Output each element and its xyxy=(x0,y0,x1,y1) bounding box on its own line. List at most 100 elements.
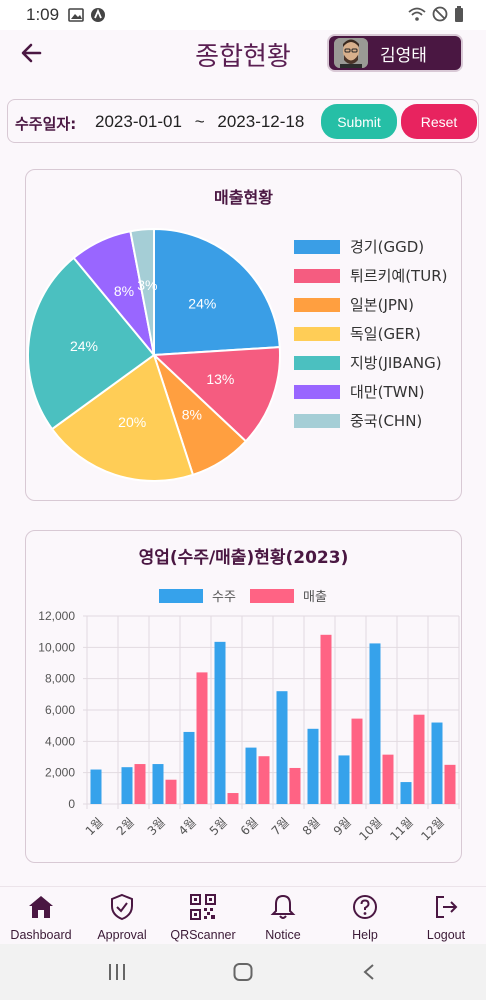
nav-dashboard[interactable]: Dashboard xyxy=(0,887,86,945)
nav-label-logout: Logout xyxy=(426,928,466,942)
home-icon xyxy=(29,896,53,918)
pie-legend-item[interactable]: 경기(GGD) xyxy=(294,236,424,257)
help-icon xyxy=(353,895,377,919)
y-tick-label: 0 xyxy=(68,797,75,811)
date-range[interactable]: 2023-01-01 ~ 2023-12-18 xyxy=(95,112,304,132)
date-filter-bar: 수주일자: 2023-01-01 ~ 2023-12-18 Submit Res… xyxy=(7,99,479,143)
status-bar: 1:09 xyxy=(0,0,486,30)
order-bar[interactable] xyxy=(152,764,164,804)
order-bar[interactable] xyxy=(245,747,257,804)
back-triangle-icon[interactable] xyxy=(362,963,376,981)
avatar xyxy=(334,38,368,68)
pie-legend-item[interactable]: 일본(JPN) xyxy=(294,294,414,315)
pie-legend-item[interactable]: 튀르키예(TUR) xyxy=(294,265,447,286)
pie-legend-item[interactable]: 독일(GER) xyxy=(294,323,421,344)
y-tick-label: 10,000 xyxy=(38,640,75,654)
date-separator: ~ xyxy=(194,112,205,131)
pie-slice[interactable] xyxy=(27,256,156,431)
pie-legend-item[interactable]: 중국(CHN) xyxy=(294,410,422,431)
order-bar[interactable] xyxy=(90,769,102,804)
x-tick-label: 7월 xyxy=(269,815,292,838)
nav-logout[interactable]: Logout xyxy=(401,887,486,945)
sales-bar[interactable] xyxy=(196,672,208,804)
order-bar[interactable] xyxy=(276,691,288,804)
order-bar[interactable] xyxy=(121,767,133,804)
order-bar[interactable] xyxy=(338,755,350,804)
user-name: 김영태 xyxy=(380,45,427,66)
sales-pie-card: 매출현황 24% 13% 8% 20% 24% 8% 3% 경기(GGD) 튀르키예(TUR)… xyxy=(25,169,462,501)
order-bar[interactable] xyxy=(431,722,443,804)
legend-swatch xyxy=(294,384,340,399)
pie-legend-item[interactable]: 지방(JIBANG) xyxy=(294,352,442,373)
nav-notice[interactable]: Notice xyxy=(238,887,328,945)
shield-check-icon xyxy=(111,893,133,921)
pie-slice[interactable] xyxy=(153,227,281,357)
sales-bar[interactable] xyxy=(413,714,425,804)
order-bar[interactable] xyxy=(183,731,195,804)
legend-swatch xyxy=(294,239,340,254)
image-icon xyxy=(68,8,84,22)
y-tick-label: 2,000 xyxy=(45,766,75,780)
y-tick-label: 6,000 xyxy=(45,703,75,717)
pie-chart: 24%13%8%20%24%8% 3% xyxy=(27,227,281,482)
x-tick-label: 11월 xyxy=(387,815,416,844)
legend-label: 독일(GER) xyxy=(350,325,421,343)
sales-bar[interactable] xyxy=(351,718,363,804)
reset-button[interactable]: Reset xyxy=(401,104,477,139)
end-date-field[interactable]: 2023-12-18 xyxy=(217,112,305,131)
pie-slice[interactable] xyxy=(129,227,155,356)
nav-label-approval: Approval xyxy=(97,928,147,942)
sales-bar[interactable] xyxy=(289,767,301,804)
nav-approval[interactable]: Approval xyxy=(77,887,167,945)
x-tick-label: 5월 xyxy=(207,815,230,838)
logout-icon xyxy=(436,896,458,918)
order-bar[interactable] xyxy=(214,641,226,804)
user-profile-chip[interactable]: 김영태 xyxy=(327,34,463,72)
sales-bar[interactable] xyxy=(382,754,394,804)
submit-button[interactable]: Submit xyxy=(321,104,397,139)
sales-bar[interactable] xyxy=(444,764,456,804)
nav-label-help: Help xyxy=(352,928,378,942)
system-nav-bar xyxy=(0,944,486,1000)
order-bar[interactable] xyxy=(400,782,412,804)
x-tick-label: 9월 xyxy=(331,815,354,838)
order-bar[interactable] xyxy=(369,643,381,804)
sales-bar[interactable] xyxy=(258,756,270,804)
wifi-icon xyxy=(408,7,426,21)
legend-label: 중국(CHN) xyxy=(350,412,423,430)
y-tick-label: 4,000 xyxy=(45,734,75,748)
arrow-left-icon xyxy=(21,43,42,63)
nav-label-qrscanner: QRScanner xyxy=(170,928,236,942)
legend-label: 지방(JIBANG) xyxy=(350,354,442,372)
nav-help[interactable]: Help xyxy=(320,887,410,945)
legend-label: 일본(JPN) xyxy=(350,296,414,314)
order-bar[interactable] xyxy=(307,728,319,804)
page-title: 종합현황 xyxy=(195,42,291,72)
sales-bar[interactable] xyxy=(165,779,177,804)
home-circle-icon[interactable] xyxy=(233,963,253,981)
pie-slice[interactable] xyxy=(50,353,195,482)
nav-qrscanner[interactable]: QRScanner xyxy=(158,887,248,945)
bell-icon xyxy=(270,894,296,919)
sales-bar[interactable] xyxy=(134,764,146,804)
x-tick-label: 3월 xyxy=(145,815,168,838)
bar-legend-label: 수주 xyxy=(212,590,236,605)
legend-swatch xyxy=(294,326,340,341)
qr-code-icon xyxy=(190,894,216,920)
x-tick-label: 6월 xyxy=(238,815,261,838)
filter-label: 수주일자: xyxy=(15,115,77,133)
bar-chart-title: 영업(수주/매출)현황(2023) xyxy=(138,548,349,568)
pie-slice-label: 24% xyxy=(70,338,98,354)
sales-bar[interactable] xyxy=(227,793,239,804)
recent-apps-icon[interactable] xyxy=(108,964,126,980)
orders-sales-bar-card: 영업(수주/매출)현황(2023) 수주 매출 0 2,000 4,000 6,000 8,… xyxy=(25,530,462,863)
start-date-field[interactable]: 2023-01-01 xyxy=(95,112,182,131)
legend-swatch xyxy=(294,355,340,370)
pie-slice[interactable] xyxy=(151,346,281,443)
pie-legend-item[interactable]: 대만(TWN) xyxy=(294,381,425,402)
x-tick-label: 4월 xyxy=(176,815,199,838)
pie-slice-label: 13% xyxy=(206,371,234,387)
back-button[interactable] xyxy=(18,38,48,68)
y-tick-label: 8,000 xyxy=(45,672,75,686)
sales-bar[interactable] xyxy=(320,634,332,804)
